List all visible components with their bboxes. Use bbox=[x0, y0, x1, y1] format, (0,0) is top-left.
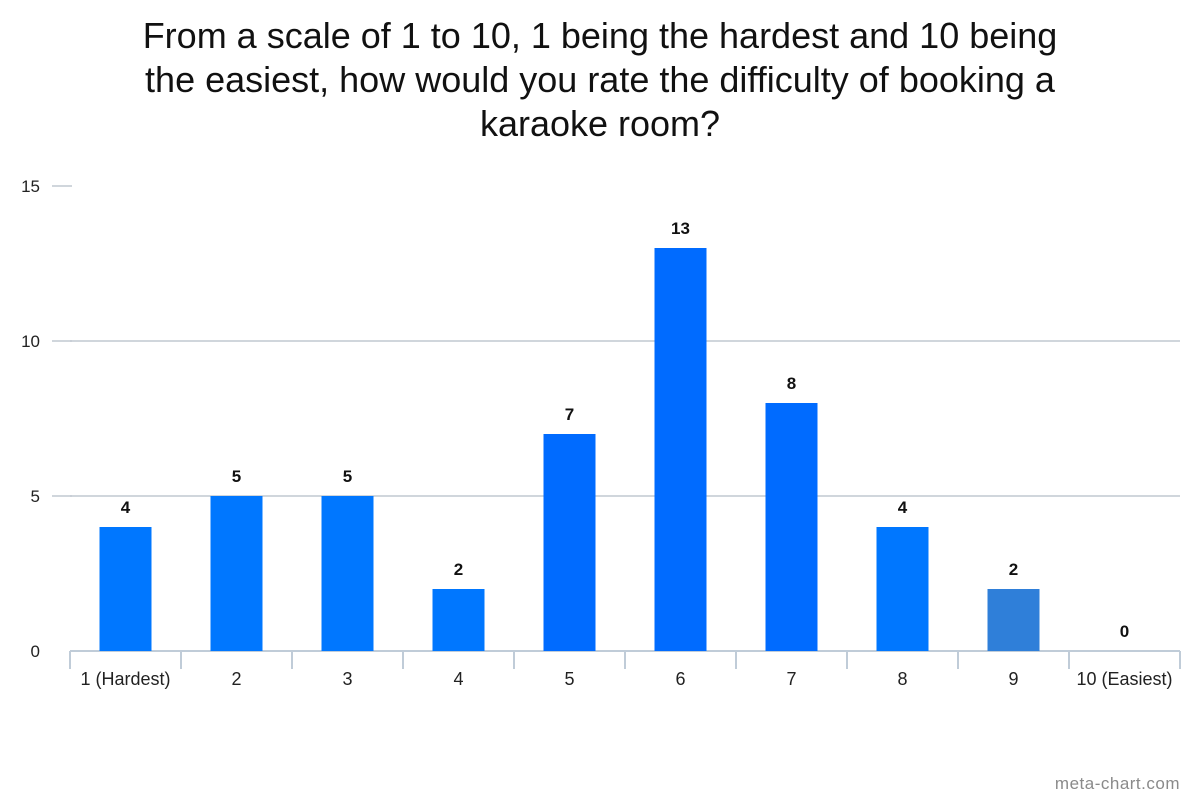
y-tick-label: 0 bbox=[31, 642, 40, 661]
x-tick-label: 10 (Easiest) bbox=[1076, 669, 1172, 689]
data-label: 5 bbox=[232, 467, 241, 486]
x-tick-label: 6 bbox=[675, 669, 685, 689]
data-label: 4 bbox=[898, 498, 908, 517]
x-tick-label: 1 (Hardest) bbox=[80, 669, 170, 689]
x-tick-label: 3 bbox=[342, 669, 352, 689]
bar bbox=[765, 403, 818, 651]
chart-title-line-3: karaoke room? bbox=[479, 102, 721, 144]
bar bbox=[99, 527, 152, 651]
y-tick-label: 15 bbox=[21, 177, 40, 196]
data-label: 7 bbox=[565, 405, 574, 424]
x-tick-label: 8 bbox=[897, 669, 907, 689]
bar bbox=[321, 496, 374, 651]
bar bbox=[543, 434, 596, 651]
data-label: 0 bbox=[1120, 622, 1129, 641]
data-label: 4 bbox=[121, 498, 131, 517]
bar bbox=[654, 248, 707, 651]
bar bbox=[987, 589, 1040, 651]
bar bbox=[876, 527, 929, 651]
x-tick-label: 9 bbox=[1008, 669, 1018, 689]
chart-title-line-2: the easiest, how would you rate the diff… bbox=[145, 58, 1055, 100]
chart-title: From a scale of 1 to 10, 1 being the har… bbox=[0, 14, 1200, 146]
x-tick-label: 4 bbox=[453, 669, 463, 689]
data-label: 2 bbox=[1009, 560, 1018, 579]
data-label: 8 bbox=[787, 374, 796, 393]
x-tick-label: 7 bbox=[786, 669, 796, 689]
x-tick-label: 2 bbox=[231, 669, 241, 689]
watermark: meta-chart.com bbox=[1054, 774, 1180, 793]
y-tick-label: 10 bbox=[21, 332, 40, 351]
data-label: 2 bbox=[454, 560, 463, 579]
x-tick-label: 5 bbox=[564, 669, 574, 689]
chart-title-line-1: From a scale of 1 to 10, 1 being the har… bbox=[142, 15, 1058, 56]
y-tick-label: 5 bbox=[31, 487, 40, 506]
data-label: 13 bbox=[671, 219, 690, 238]
bar bbox=[210, 496, 263, 651]
bar bbox=[432, 589, 485, 651]
data-label: 5 bbox=[343, 467, 352, 486]
